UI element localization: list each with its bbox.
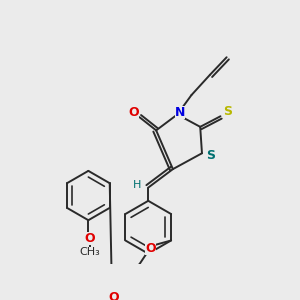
Text: O: O [109,291,119,300]
Text: CH₃: CH₃ [80,247,101,257]
Text: H: H [133,180,141,190]
Text: S: S [206,148,215,161]
Text: N: N [175,106,185,119]
Text: O: O [146,242,156,255]
Text: O: O [85,232,95,245]
Text: S: S [223,105,232,119]
Text: O: O [128,106,139,119]
